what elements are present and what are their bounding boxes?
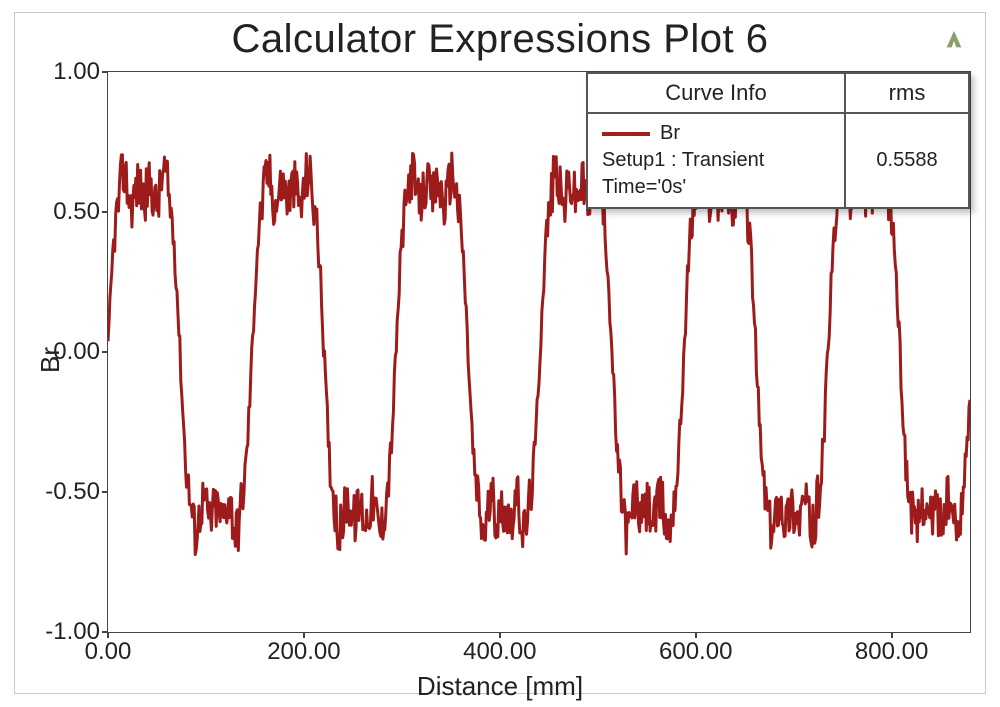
xtick-mark bbox=[303, 632, 305, 638]
legend-header-row: Curve Info rms bbox=[588, 74, 968, 114]
legend-header-curve: Curve Info bbox=[588, 74, 846, 112]
plot-area: 1.00 0.50 0.00 -0.50 -1.00 0.00 200.00 4… bbox=[107, 71, 971, 633]
xtick-label: 200.00 bbox=[267, 638, 340, 666]
xtick-mark bbox=[107, 632, 109, 638]
xtick-mark bbox=[499, 632, 501, 638]
legend-rms-value: 0.5588 bbox=[846, 114, 968, 207]
xtick-label: 600.00 bbox=[659, 638, 732, 666]
x-axis-title: Distance [mm] bbox=[15, 671, 985, 702]
xtick-mark bbox=[695, 632, 697, 638]
legend-box: Curve Info rms Br Setup1 : Transient Tim… bbox=[586, 72, 970, 209]
xtick-label: 800.00 bbox=[855, 638, 928, 666]
ytick-label: 0.50 bbox=[53, 198, 100, 226]
plot-title: Calculator Expressions Plot 6 bbox=[15, 17, 985, 62]
legend-series-name: Br bbox=[660, 122, 680, 144]
ytick-label: -0.50 bbox=[45, 478, 100, 506]
xtick-label: 400.00 bbox=[463, 638, 536, 666]
legend-curve-info: Br Setup1 : Transient Time='0s' bbox=[588, 114, 846, 207]
y-axis-title: Br bbox=[35, 347, 66, 373]
legend-body-row: Br Setup1 : Transient Time='0s' 0.5588 bbox=[588, 114, 968, 207]
ansys-logo-icon bbox=[943, 29, 965, 51]
legend-header-rms: rms bbox=[846, 74, 968, 112]
legend-setup-label: Setup1 : Transient bbox=[602, 147, 830, 174]
legend-series-line: Br bbox=[602, 120, 830, 147]
ytick-label: 1.00 bbox=[53, 58, 100, 86]
plot-frame: Calculator Expressions Plot 6 1.00 0.50 … bbox=[14, 12, 986, 694]
legend-line-sample-icon bbox=[602, 132, 650, 136]
xtick-mark bbox=[891, 632, 893, 638]
xtick-label: 0.00 bbox=[85, 638, 132, 666]
legend-time-label: Time='0s' bbox=[602, 174, 830, 201]
